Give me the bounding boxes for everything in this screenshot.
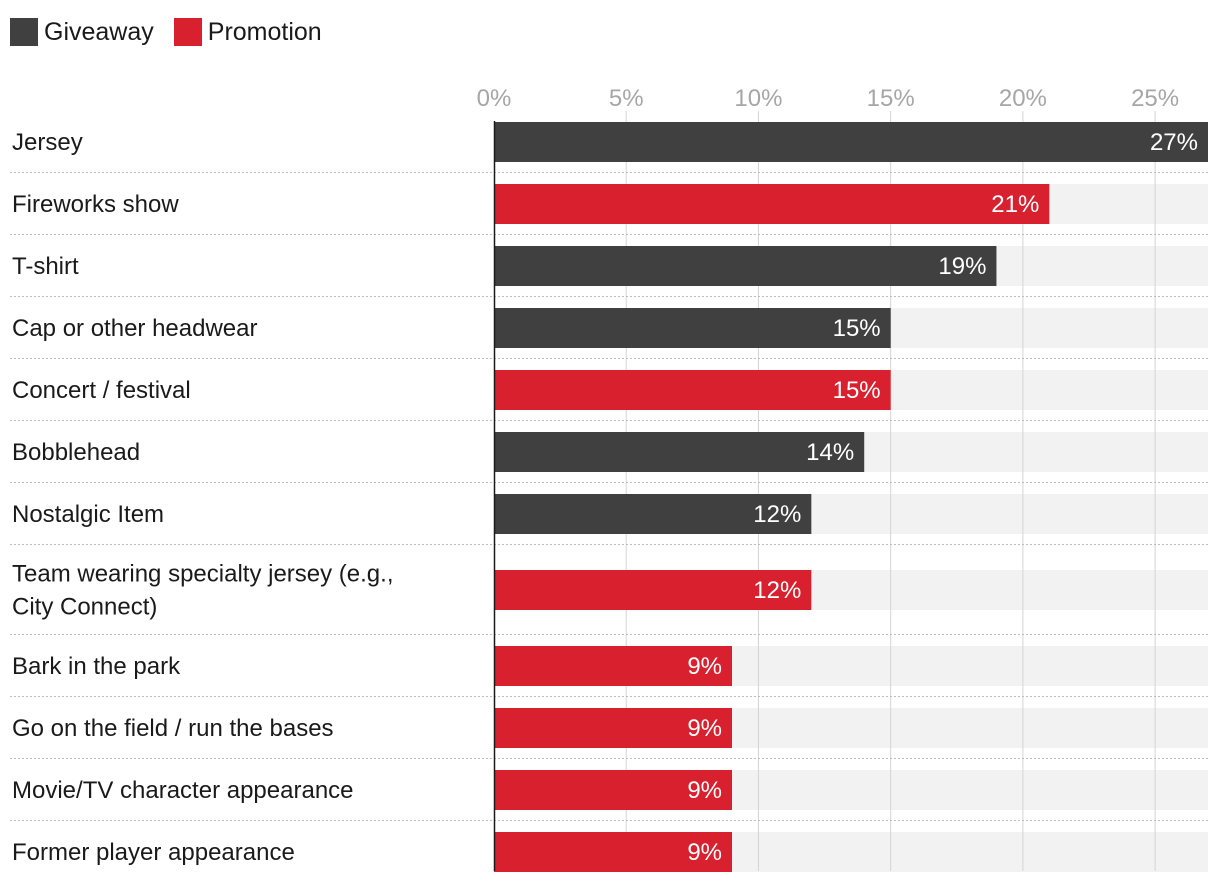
- bar: [494, 370, 891, 410]
- category-label: Former player appearance: [12, 839, 295, 866]
- category-label: Bark in the park: [12, 653, 181, 680]
- x-tick-label: 5%: [609, 85, 644, 112]
- bar-value-label: 9%: [687, 777, 722, 804]
- category-label-line: Jersey: [12, 129, 83, 156]
- x-tick-label: 25%: [1131, 85, 1179, 112]
- category-label: Team wearing specialty jersey (e.g., City…: [12, 561, 394, 621]
- category-label-line: Nostalgic Item: [12, 501, 164, 528]
- bar-value-label: 9%: [687, 715, 722, 742]
- bar: [494, 570, 812, 610]
- bar-value-label: 21%: [991, 191, 1039, 218]
- legend-label-promotion: Promotion: [207, 18, 322, 46]
- category-label: Fireworks show: [12, 191, 179, 218]
- bar-value-label: 12%: [753, 501, 801, 528]
- category-label-line: Team wearing specialty jersey (e.g.,: [12, 561, 394, 588]
- bar-value-label: 9%: [687, 653, 722, 680]
- bar-value-label: 15%: [833, 377, 881, 404]
- legend-item-giveaway: Giveaway: [10, 18, 154, 46]
- category-label-line: Cap or other headwear: [12, 315, 257, 342]
- category-label: Movie/TV character appearance: [12, 777, 354, 804]
- x-tick-label: 10%: [734, 85, 782, 112]
- bar: [494, 646, 732, 686]
- category-label-line: Concert / festival: [12, 377, 191, 404]
- category-label-line: City Connect): [12, 594, 157, 621]
- legend-item-promotion: Promotion: [173, 18, 322, 46]
- bar-value-label: 19%: [938, 253, 986, 280]
- bar: [494, 494, 812, 534]
- bar: [494, 770, 732, 810]
- category-label-line: Former player appearance: [12, 839, 295, 866]
- category-label-line: T-shirt: [12, 253, 79, 280]
- bar-value-label: 15%: [833, 315, 881, 342]
- x-tick-label: 0%: [477, 85, 512, 112]
- legend-label-giveaway: Giveaway: [44, 18, 154, 46]
- category-label: Nostalgic Item: [12, 501, 164, 528]
- category-label-line: Go on the field / run the bases: [12, 715, 334, 742]
- category-label: Go on the field / run the bases: [12, 715, 334, 742]
- chart-legend: Giveaway Promotion: [10, 17, 342, 47]
- category-label-line: Movie/TV character appearance: [12, 777, 354, 804]
- category-label-line: Bark in the park: [12, 653, 181, 680]
- bar-value-label: 14%: [806, 439, 854, 466]
- bar: [494, 832, 732, 872]
- x-tick-label: 20%: [999, 85, 1047, 112]
- legend-swatch-promotion: [173, 18, 202, 46]
- category-label: Cap or other headwear: [12, 315, 257, 342]
- bar: [494, 308, 891, 348]
- bar-value-label: 12%: [753, 577, 801, 604]
- bar-value-label: 27%: [1150, 129, 1198, 156]
- bar: [494, 122, 1208, 162]
- category-label-line: Bobblehead: [12, 439, 140, 466]
- bar: [494, 708, 732, 748]
- bar: [494, 432, 865, 472]
- category-label-line: Fireworks show: [12, 191, 179, 218]
- bar: [494, 246, 997, 286]
- bar: [494, 184, 1050, 224]
- category-label: Jersey: [12, 129, 83, 156]
- x-tick-label: 15%: [867, 85, 915, 112]
- category-label: Bobblehead: [12, 439, 140, 466]
- category-label: T-shirt: [12, 253, 79, 280]
- category-label: Concert / festival: [12, 377, 191, 404]
- legend-swatch-giveaway: [10, 18, 38, 46]
- bar-value-label: 9%: [687, 839, 722, 866]
